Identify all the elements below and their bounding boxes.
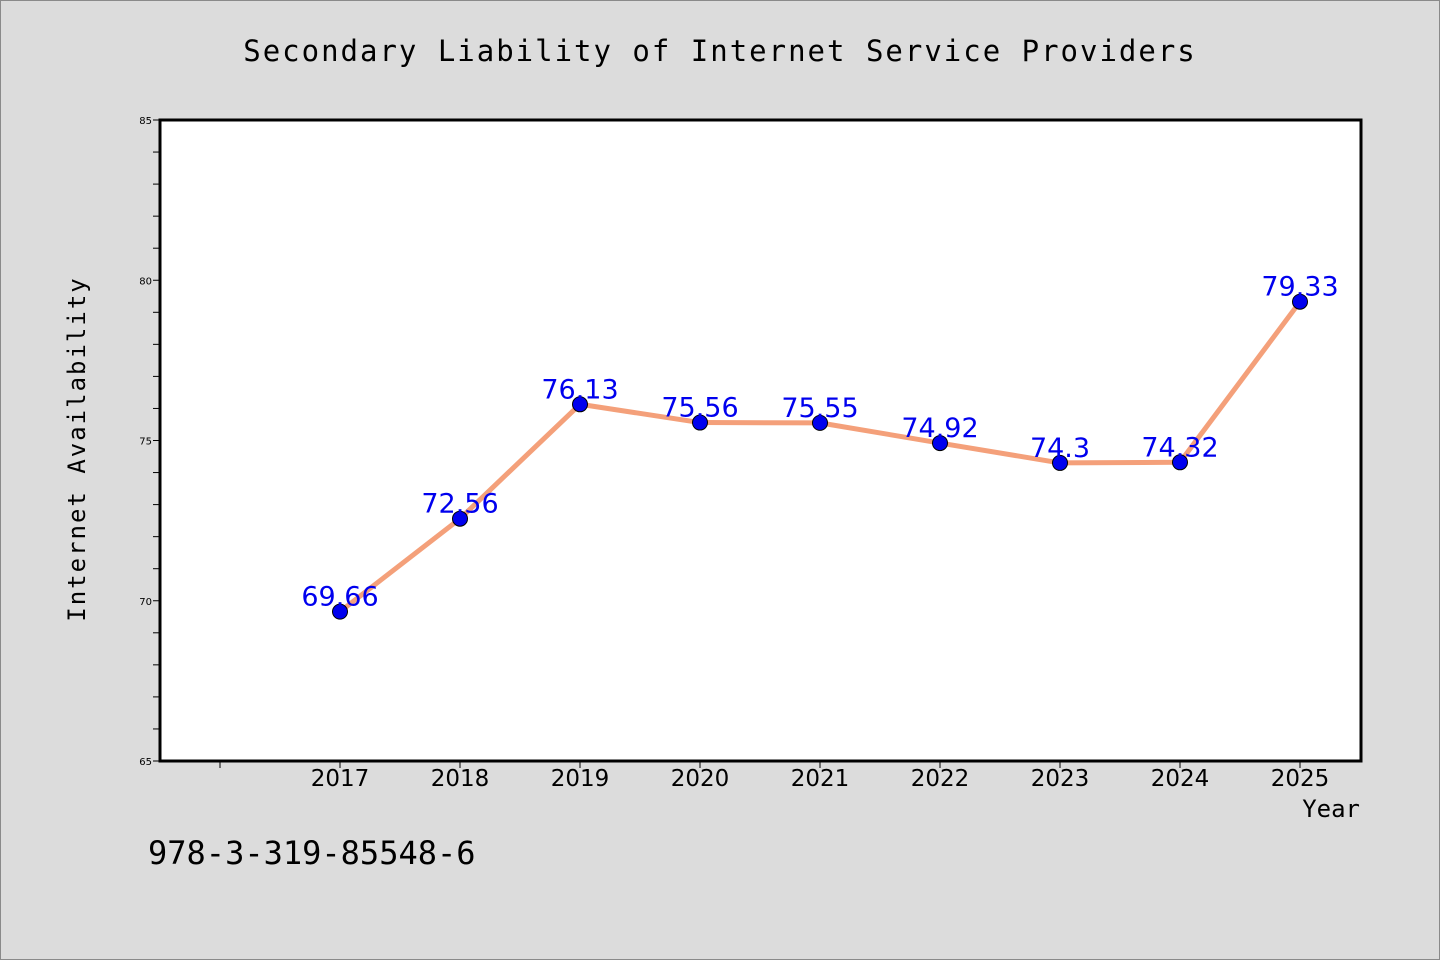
x-tick-label: 2023 [1031, 766, 1090, 792]
data-label: 75.55 [781, 393, 858, 424]
y-tick-label: 70 [139, 597, 152, 608]
chart-title: Secondary Liability of Internet Service … [243, 34, 1197, 68]
data-label: 75.56 [661, 393, 738, 424]
x-tick-label: 2018 [431, 766, 490, 792]
x-tick-label: 2017 [311, 766, 370, 792]
y-tick-label: 80 [139, 276, 152, 287]
data-label: 74.92 [901, 413, 978, 444]
data-point [932, 435, 948, 452]
isbn-text: 978-3-319-85548-6 [148, 834, 476, 872]
data-point [452, 510, 468, 527]
x-tick-label: 2021 [791, 766, 850, 792]
data-label: 74.3 [1030, 433, 1090, 464]
x-tick-label: 2019 [551, 766, 610, 792]
data-point [1052, 454, 1068, 471]
y-tick-label: 85 [139, 116, 152, 127]
data-label: 76.13 [541, 374, 618, 405]
x-tick-label: 2020 [671, 766, 730, 792]
data-point [1292, 293, 1308, 310]
y-tick-label: 75 [139, 437, 152, 448]
x-tick-label: 2024 [1151, 766, 1210, 792]
data-point [332, 603, 348, 620]
x-tick-label: 2022 [911, 766, 970, 792]
data-label: 79.33 [1261, 272, 1338, 303]
data-point [692, 414, 708, 431]
data-point [572, 396, 588, 413]
data-point [812, 414, 828, 431]
data-label: 69.66 [301, 582, 378, 613]
data-label: 74.32 [1141, 432, 1218, 463]
x-tick-label: 2025 [1271, 766, 1330, 792]
x-axis-label: Year [1302, 795, 1360, 823]
data-point [1172, 454, 1188, 471]
y-tick-label: 65 [139, 757, 152, 768]
data-label: 72.56 [421, 489, 498, 520]
plot-area [158, 118, 1363, 763]
